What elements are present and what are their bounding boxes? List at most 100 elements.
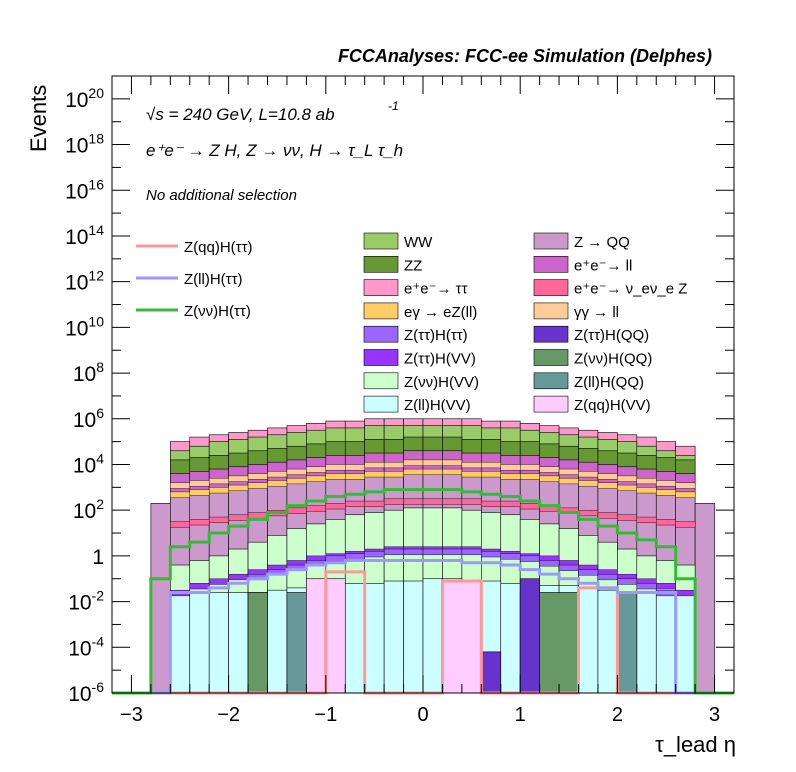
band-e-e-e-e-z-13 <box>364 500 385 507</box>
x-tick-label-1: −2 <box>217 704 240 726</box>
legend-b-swatch-z-ll-h-qq <box>533 372 569 390</box>
process-label: e⁺e⁻ → Z H, Z → νν, H → τ_L τ_h <box>146 141 403 160</box>
legend-a-swatch-e-ez-ll <box>363 302 399 320</box>
band-ll-19 <box>481 461 501 469</box>
band-e-ez-ll-25 <box>597 482 618 489</box>
y-tick-label-2: 10-2 <box>68 588 104 615</box>
band-e-ez-ll-28 <box>656 489 676 496</box>
band-e-ez-ll-4 <box>189 489 210 496</box>
x-tick-label-2: −1 <box>314 704 337 726</box>
band-ll-20 <box>500 464 521 471</box>
band-e-e-e-e-z-14 <box>383 498 404 505</box>
plot-area <box>112 418 734 695</box>
band-ll-3 <box>170 482 190 489</box>
band-e-ez-ll-11 <box>325 473 346 480</box>
y-tick-label-3: 1 <box>92 546 104 569</box>
selection-label: No additional selection <box>146 187 297 204</box>
band-e-e-e-e-z-27 <box>636 516 657 523</box>
band-e-ez-ll-5 <box>208 487 229 494</box>
band-z-h-20 <box>500 553 521 560</box>
legend-b-label-z-ll-h-qq: Z(ll)H(QQ) <box>574 374 644 391</box>
bar-z-ll-h-vv-top-20 <box>500 583 521 694</box>
bar-z-ll-h-vv-top-25 <box>597 589 618 694</box>
band-ll-4 <box>189 480 210 487</box>
band-z-h-11 <box>325 555 346 562</box>
axes: −3 −2 −1 0 1 2 3 10-6 10-4 10-2 1 102 104 106 108 1010 1… <box>65 75 735 726</box>
y-tick-label-4: 102 <box>73 496 104 523</box>
band-e-e-e-e-z-4 <box>189 519 210 526</box>
band-e-ez-ll-22 <box>539 475 560 482</box>
sparse-bar-z-ll-h-qq-3 <box>617 592 638 694</box>
band-e-e-e-e-z-15 <box>403 498 424 505</box>
band-e-e-e-e-z-18 <box>461 498 482 505</box>
band-ll-13 <box>364 461 385 469</box>
legend-b-label-z-qq: Z → QQ <box>574 234 630 251</box>
band-z-h-17 <box>442 548 463 555</box>
legend-a-swatch-z-h-vv <box>363 372 399 390</box>
band-e-ez-ll-12 <box>345 473 365 480</box>
legend-b-swatch-e-e-e-e-z <box>533 279 569 296</box>
band-e-e-e-e-z-5 <box>208 516 229 523</box>
band-z-h-vv-28 <box>656 583 676 590</box>
band-ll-26 <box>617 475 638 482</box>
legend-a-swatch-e-e <box>363 279 399 296</box>
bar-z-ll-h-vv-top-12 <box>344 583 365 694</box>
band-z-h-16 <box>422 548 443 555</box>
band-e-ez-ll-16 <box>422 468 443 475</box>
band-e-ez-ll-18 <box>461 471 482 478</box>
legend-b-label-z-h-qq: Z(ττ)H(QQ) <box>574 327 649 344</box>
bar-z-qq-top-30 <box>694 503 715 694</box>
legend-label-z-h: Z(νν)H(ττ) <box>184 303 251 320</box>
band-ll-25 <box>597 473 618 480</box>
band-ll-12 <box>345 464 365 471</box>
band-z-h-vv-5 <box>208 578 229 585</box>
band-z-h-21 <box>519 555 540 562</box>
y-tick-label-13: 1020 <box>65 85 104 112</box>
band-e-e-e-e-z-12 <box>345 500 365 507</box>
band-e-ez-ll-21 <box>519 473 540 480</box>
line-z-h <box>112 488 734 695</box>
band-e-e-e-e-z-24 <box>578 509 599 517</box>
band-z-h-15 <box>403 548 424 555</box>
band-e-ez-ll-24 <box>578 480 599 487</box>
sparse-bar-z-ll-h-qq-2 <box>286 592 307 694</box>
band-ll-5 <box>208 477 229 485</box>
band-e-e-e-e-z-9 <box>286 507 307 514</box>
bar-z-ll-h-vv-top-16 <box>422 578 443 694</box>
legend-a-label-ww: WW <box>404 234 433 251</box>
legend-a-swatch-z-ll-h-vv <box>363 395 399 413</box>
x-tick-label-6: 3 <box>709 704 720 726</box>
bar-z-ll-h-vv-top-5 <box>208 592 229 694</box>
band-z-h-22 <box>539 560 560 567</box>
band-e-e-e-e-z-20 <box>500 500 521 507</box>
bar-z-qq-top-2 <box>150 503 171 694</box>
band-ll-9 <box>286 468 307 475</box>
legend: Z(qq)H(ττ) Z(ll)H(ττ) Z(νν)H(ττ) WW ZZ e⁺e⁻→ … <box>136 232 687 414</box>
y-tick-label-5: 104 <box>73 450 104 477</box>
x-axis-label: τ_lead η <box>655 732 736 757</box>
y-tick-label-8: 1010 <box>65 313 104 340</box>
y-tick-label-0: 10-6 <box>68 679 104 706</box>
legend-a-swatch-z-h-vv <box>363 349 399 366</box>
bar-z-ll-h-vv-top-29 <box>675 592 696 694</box>
legend-a-swatch-z-h <box>363 325 399 343</box>
band-ll-27 <box>636 477 657 485</box>
band-z-h-26 <box>617 578 638 585</box>
y-tick-label-10: 1014 <box>65 222 104 249</box>
band-e-ez-ll-29 <box>675 491 696 498</box>
legend-a-label-e-ez-ll: eγ → eZ(ll) <box>404 304 477 321</box>
band-z-h-13 <box>364 551 385 558</box>
band-e-ez-ll-15 <box>403 468 424 475</box>
x-tick-label-0: −3 <box>120 704 143 726</box>
legend-label-z-qq-h: Z(qq)H(ττ) <box>184 239 253 256</box>
legend-b-swatch-e-e-ll <box>533 255 569 273</box>
bar-z-ll-h-vv-top-27 <box>636 592 657 694</box>
band-z-h-27 <box>636 583 657 590</box>
band-ll-17 <box>442 459 463 466</box>
legend-b-swatch-z-h-qq <box>533 325 569 343</box>
band-z-h-vv-6 <box>228 573 249 581</box>
legend-b-label-e-e-ll: e⁺e⁻→ ll <box>574 257 632 274</box>
band-ll-16 <box>422 459 443 466</box>
legend-a-swatch-ww <box>363 232 399 250</box>
